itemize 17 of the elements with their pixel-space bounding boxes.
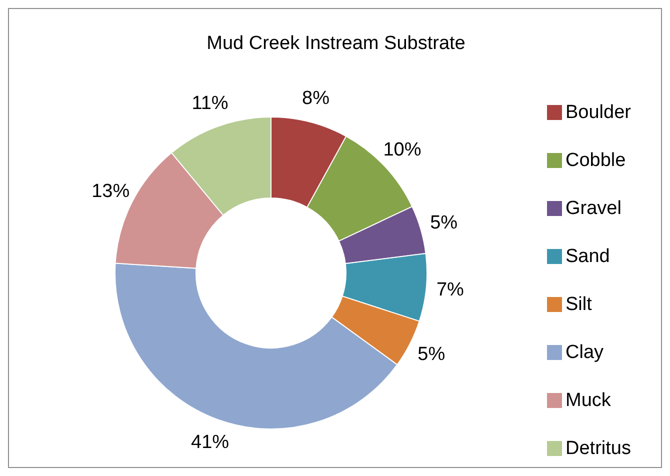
data-label: 10% [383, 139, 422, 160]
chart-title: Mud Creek Instream Substrate [206, 33, 466, 55]
data-label: 7% [436, 279, 464, 300]
data-label: 8% [302, 88, 330, 110]
legend-label: Detritus [566, 438, 631, 459]
legend-label: Sand [566, 246, 610, 267]
data-label: 5% [430, 212, 458, 234]
legend-label: Gravel [566, 198, 622, 219]
legend-label: Boulder [566, 102, 631, 123]
data-label: 13% [92, 180, 130, 202]
data-label: 5% [418, 344, 446, 366]
data-label: 41% [191, 432, 230, 453]
data-label: 11% [192, 93, 228, 114]
legend-label: Cobble [566, 150, 626, 171]
legend-label: Muck [566, 390, 611, 411]
legend-label: Clay [566, 342, 604, 363]
legend-label: Silt [566, 294, 592, 315]
